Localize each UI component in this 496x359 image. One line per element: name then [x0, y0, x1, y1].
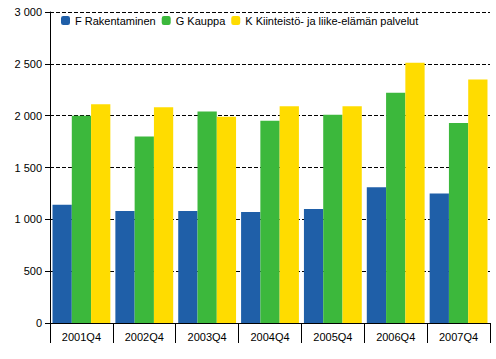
svg-text:2004Q4: 2004Q4	[250, 331, 289, 343]
svg-text:0: 0	[36, 317, 42, 329]
svg-text:G Kauppa: G Kauppa	[176, 15, 226, 27]
svg-text:2007Q4: 2007Q4	[439, 331, 478, 343]
svg-text:F Rakentaminen: F Rakentaminen	[75, 15, 156, 27]
svg-text:2005Q4: 2005Q4	[313, 331, 352, 343]
svg-text:3 000: 3 000	[14, 6, 42, 18]
svg-text:K Kiinteistö- ja liike-elämän: K Kiinteistö- ja liike-elämän palvelut	[245, 15, 418, 27]
svg-text:2001Q4: 2001Q4	[62, 331, 101, 343]
svg-text:2003Q4: 2003Q4	[188, 331, 227, 343]
svg-text:2 000: 2 000	[14, 110, 42, 122]
svg-text:2006Q4: 2006Q4	[376, 331, 415, 343]
svg-text:500: 500	[24, 265, 42, 277]
svg-text:1 500: 1 500	[14, 162, 42, 174]
svg-text:2002Q4: 2002Q4	[125, 331, 164, 343]
svg-text:2 500: 2 500	[14, 58, 42, 70]
svg-text:1 000: 1 000	[14, 213, 42, 225]
